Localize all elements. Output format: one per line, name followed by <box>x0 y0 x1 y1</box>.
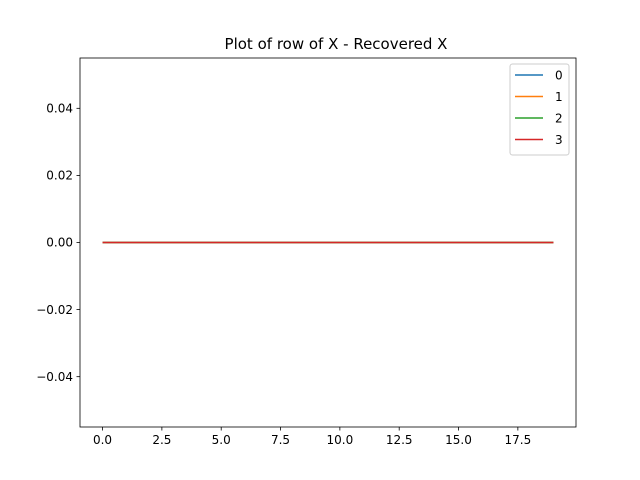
legend-label-3: 3 <box>555 133 563 147</box>
legend-label-1: 1 <box>555 90 563 104</box>
x-tick-label: 5.0 <box>212 433 231 447</box>
y-tick-label: 0.02 <box>46 169 73 183</box>
y-tick-label: −0.04 <box>36 370 73 384</box>
axes-layer: 0.0 2.5 5.0 7.5 10.0 12.5 15.0 17.5 −0.04 −0.02 0.… <box>36 57 577 447</box>
x-tick-label: 17.5 <box>504 433 531 447</box>
x-tick-label: 2.5 <box>152 433 171 447</box>
x-tick-label: 12.5 <box>386 433 413 447</box>
legend: 0 1 2 3 <box>509 63 570 156</box>
legend-label-2: 2 <box>555 111 563 125</box>
y-tick-label: 0.04 <box>46 102 73 116</box>
x-tick-label: 10.0 <box>327 433 354 447</box>
y-tick-label: −0.02 <box>36 303 73 317</box>
x-tick-label: 15.0 <box>445 433 472 447</box>
legend-label-0: 0 <box>555 68 563 82</box>
legend-box <box>509 63 570 156</box>
y-tick-label: 0.00 <box>46 236 73 250</box>
x-tick-label: 7.5 <box>271 433 290 447</box>
x-tick-label: 0.0 <box>93 433 112 447</box>
chart-title: Plot of row of X - Recovered X <box>225 35 448 53</box>
